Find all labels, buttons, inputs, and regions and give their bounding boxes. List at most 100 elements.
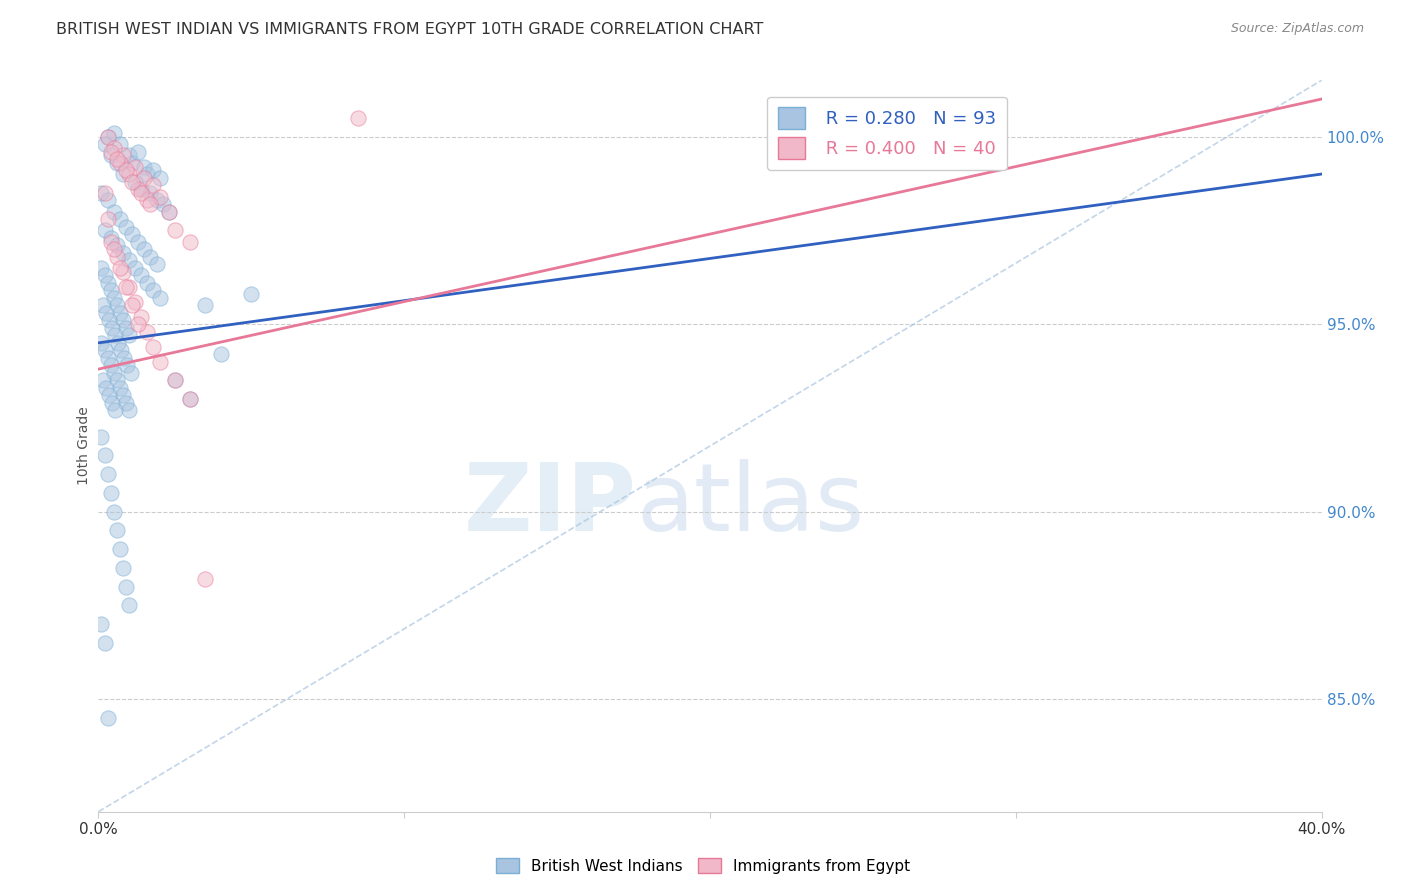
Point bbox=[145, 257, 167, 271]
Point bbox=[139, 197, 162, 211]
Point bbox=[118, 328, 141, 343]
Point bbox=[118, 403, 141, 417]
Point bbox=[115, 321, 138, 335]
Point bbox=[120, 366, 142, 380]
Point bbox=[97, 711, 120, 725]
Point bbox=[129, 186, 152, 200]
Point bbox=[127, 145, 149, 159]
Point bbox=[118, 279, 141, 293]
Point bbox=[90, 186, 112, 200]
Point bbox=[121, 175, 143, 189]
Point bbox=[136, 276, 159, 290]
Point bbox=[108, 260, 131, 275]
Text: Source: ZipAtlas.com: Source: ZipAtlas.com bbox=[1230, 22, 1364, 36]
Point bbox=[97, 351, 120, 365]
Point bbox=[103, 291, 125, 305]
Text: BRITISH WEST INDIAN VS IMMIGRANTS FROM EGYPT 10TH GRADE CORRELATION CHART: BRITISH WEST INDIAN VS IMMIGRANTS FROM E… bbox=[56, 22, 763, 37]
Point bbox=[110, 343, 132, 358]
Point bbox=[134, 170, 156, 185]
Point bbox=[117, 359, 139, 373]
Point bbox=[105, 250, 128, 264]
Point bbox=[134, 160, 156, 174]
Point bbox=[100, 231, 122, 245]
Point bbox=[136, 325, 159, 339]
Point bbox=[127, 182, 149, 196]
Point bbox=[145, 194, 167, 208]
Point bbox=[179, 392, 201, 406]
Point bbox=[127, 235, 149, 249]
Point bbox=[90, 617, 112, 632]
Point bbox=[93, 268, 115, 283]
Point bbox=[240, 287, 263, 301]
Point bbox=[105, 152, 128, 166]
Point bbox=[93, 449, 115, 463]
Point bbox=[121, 156, 143, 170]
Point bbox=[111, 148, 134, 162]
Point bbox=[163, 223, 186, 237]
Point bbox=[194, 572, 217, 586]
Point bbox=[129, 182, 152, 196]
Point bbox=[111, 313, 134, 327]
Legend:  R = 0.280   N = 93,  R = 0.400   N = 40: R = 0.280 N = 93, R = 0.400 N = 40 bbox=[768, 96, 1007, 169]
Point bbox=[112, 351, 135, 365]
Point bbox=[103, 505, 125, 519]
Y-axis label: 10th Grade: 10th Grade bbox=[77, 407, 91, 485]
Point bbox=[97, 129, 120, 144]
Point bbox=[129, 310, 152, 324]
Point bbox=[100, 359, 122, 373]
Point bbox=[94, 306, 117, 320]
Point bbox=[93, 186, 115, 200]
Point bbox=[97, 194, 120, 208]
Point bbox=[90, 429, 112, 443]
Point bbox=[111, 561, 134, 575]
Point bbox=[163, 373, 186, 387]
Point bbox=[107, 335, 129, 350]
Point bbox=[118, 253, 141, 268]
Point bbox=[90, 335, 112, 350]
Point bbox=[93, 343, 115, 358]
Point bbox=[97, 212, 120, 227]
Point bbox=[94, 381, 117, 395]
Point bbox=[103, 366, 125, 380]
Point bbox=[98, 388, 121, 402]
Point bbox=[124, 160, 146, 174]
Point bbox=[179, 235, 201, 249]
Point bbox=[115, 396, 138, 410]
Point bbox=[108, 381, 131, 395]
Point bbox=[149, 291, 172, 305]
Point bbox=[103, 126, 125, 140]
Point bbox=[104, 328, 127, 343]
Point bbox=[149, 189, 172, 203]
Point bbox=[108, 542, 131, 557]
Point bbox=[108, 156, 131, 170]
Point bbox=[108, 136, 131, 151]
Point bbox=[157, 204, 180, 219]
Point bbox=[121, 298, 143, 312]
Point bbox=[98, 313, 121, 327]
Point bbox=[142, 163, 165, 178]
Point bbox=[97, 276, 120, 290]
Point bbox=[111, 264, 134, 278]
Point bbox=[108, 306, 131, 320]
Point bbox=[136, 194, 159, 208]
Point bbox=[134, 242, 156, 256]
Point bbox=[149, 354, 172, 368]
Point bbox=[118, 599, 141, 613]
Point bbox=[118, 148, 141, 162]
Point bbox=[97, 129, 120, 144]
Point bbox=[121, 227, 143, 241]
Point bbox=[101, 396, 124, 410]
Point bbox=[105, 373, 128, 387]
Point bbox=[149, 170, 172, 185]
Point bbox=[124, 294, 146, 309]
Text: ZIP: ZIP bbox=[464, 458, 637, 550]
Point bbox=[163, 373, 186, 387]
Point bbox=[97, 467, 120, 482]
Point bbox=[347, 111, 370, 125]
Point bbox=[103, 242, 125, 256]
Point bbox=[118, 167, 141, 181]
Point bbox=[139, 186, 162, 200]
Point bbox=[194, 298, 217, 312]
Point bbox=[105, 524, 128, 538]
Text: atlas: atlas bbox=[637, 458, 865, 550]
